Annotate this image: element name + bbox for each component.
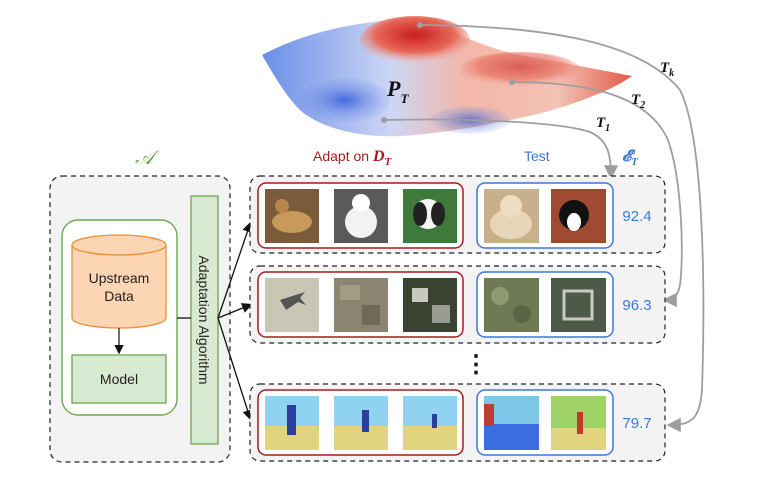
adapt-image-dog-spaniel: [403, 189, 457, 243]
adaptation-label: Adaptation Algorithm: [196, 255, 212, 384]
adapt-image-3d-scene-2: [334, 396, 388, 450]
test-header: Test: [524, 148, 550, 164]
model-box: [71, 354, 167, 404]
adapt-image-buildings: [403, 278, 457, 332]
adapt-image-dog-brown: [265, 189, 319, 243]
task-label-2: T2: [631, 92, 645, 111]
upstream-label-line1: Upstream: [89, 270, 150, 286]
adapt-image-3d-scene-1: [265, 396, 319, 450]
algorithm-symbol: 𝒜: [135, 147, 160, 169]
test-image-dog-bulldog: [551, 189, 606, 243]
upstream-data-cylinder: [71, 234, 167, 329]
task-label-1: T1: [596, 115, 610, 134]
adapt-image-terrain: [334, 278, 388, 332]
score-value-1: 92.4: [622, 208, 651, 225]
test-image-stadium: [551, 278, 606, 332]
p-label: PT: [386, 76, 409, 106]
task-row-2: 96.3: [249, 265, 666, 344]
adapt-image-airplane: [265, 278, 319, 332]
distribution-surface: [262, 16, 632, 137]
test-image-fields: [484, 278, 539, 332]
task-arrows: [381, 22, 705, 433]
score-value-k: 79.7: [622, 415, 651, 432]
task-row-1: 92.4: [249, 175, 666, 254]
task-label-k: Tk: [660, 60, 674, 79]
test-image-cat: [484, 189, 539, 243]
fanout-arrows: [177, 221, 253, 421]
model-label: Model: [100, 371, 138, 387]
task-row-k: 79.7: [249, 383, 666, 462]
more-tasks-ellipsis: ⋮: [464, 351, 488, 378]
test-image-3d-scene-blue: [484, 396, 539, 450]
adapt-image-dog-white: [334, 189, 388, 243]
score-value-2: 96.3: [622, 297, 651, 314]
adapt-header: Adapt on DT: [313, 148, 393, 168]
adapt-image-3d-scene-3: [403, 396, 457, 450]
score-header: 𝓔T: [622, 148, 639, 168]
test-image-3d-scene-green: [551, 396, 606, 450]
upstream-label-line2: Data: [104, 288, 134, 304]
